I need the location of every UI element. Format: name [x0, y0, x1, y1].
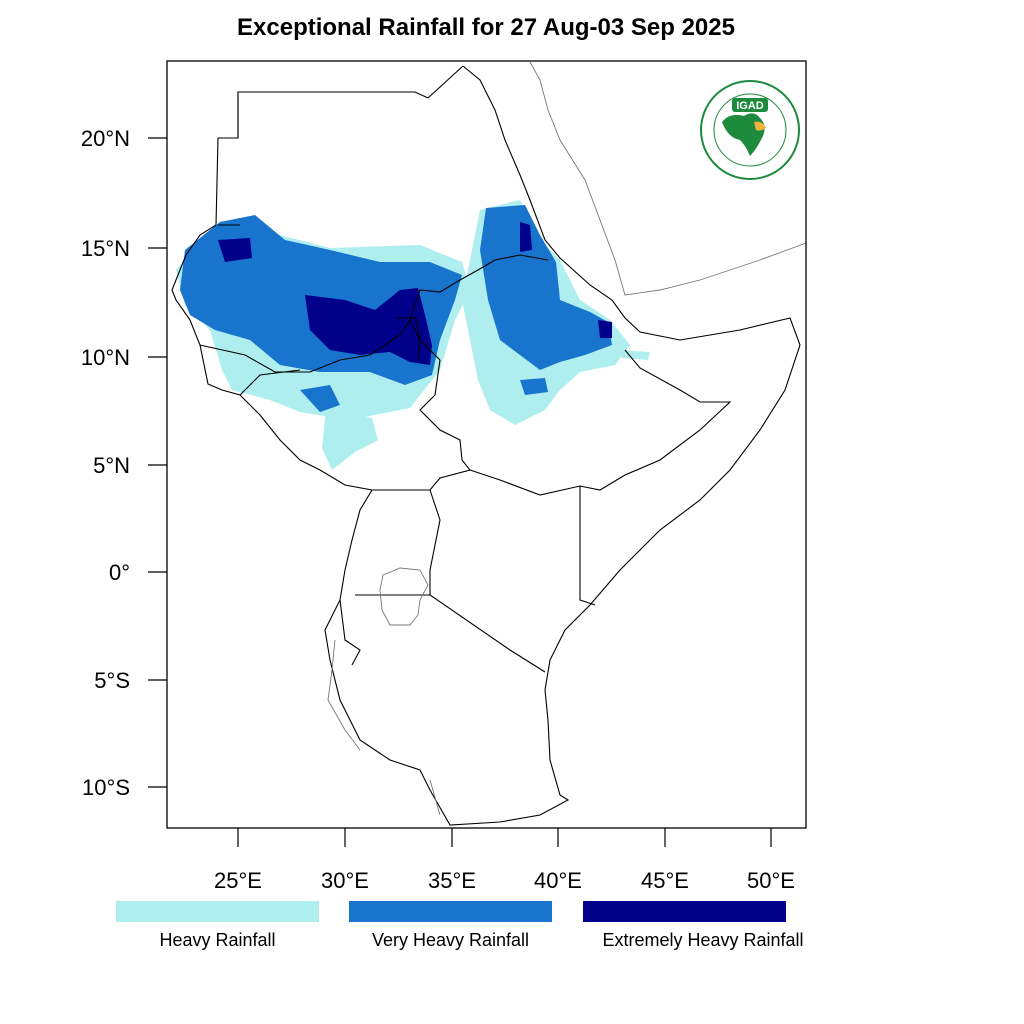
legend-swatch-extremely-heavy — [583, 901, 786, 922]
lon-tick-label: 45°E — [641, 868, 689, 893]
lon-tick-label: 40°E — [534, 868, 582, 893]
legend-label-very-heavy: Very Heavy Rainfall — [371, 930, 530, 950]
legend-swatch-very-heavy — [349, 901, 552, 922]
lat-tick-label: 5°S — [94, 668, 130, 693]
lat-tick-label: 20°N — [81, 126, 130, 151]
lakes-and-rivers — [327, 61, 807, 816]
longitude-axis — [237, 828, 772, 847]
extremely-heavy-rainfall-layer — [218, 222, 612, 365]
lat-tick-label: 15°N — [81, 236, 130, 261]
legend-swatch-heavy — [116, 901, 319, 922]
map-title: Exceptional Rainfall for 27 Aug-03 Sep 2… — [237, 14, 735, 41]
lon-tick-label: 30°E — [321, 868, 369, 893]
logo-text: IGAD — [736, 100, 764, 112]
lat-tick-label: 10°N — [81, 345, 130, 370]
legend-label-heavy: Heavy Rainfall — [159, 930, 276, 950]
lon-tick-label: 25°E — [214, 868, 262, 893]
country-borders — [171, 65, 801, 826]
lat-tick-label: 10°S — [82, 775, 130, 800]
legend-label-extremely-heavy: Extremely Heavy Rainfall — [602, 930, 804, 950]
latitude-labels: 20°N 15°N 10°N 5°N 0° 5°S 10°S — [81, 126, 130, 800]
plot-frame — [166, 60, 807, 829]
longitude-labels: 25°E 30°E 35°E 40°E 45°E 50°E — [214, 868, 795, 893]
lat-tick-label: 0° — [109, 560, 130, 585]
igad-logo: IGAD — [700, 80, 800, 180]
lon-tick-label: 35°E — [428, 868, 476, 893]
latitude-axis — [148, 137, 167, 788]
lon-tick-label: 50°E — [747, 868, 795, 893]
lat-tick-label: 5°N — [93, 453, 130, 478]
